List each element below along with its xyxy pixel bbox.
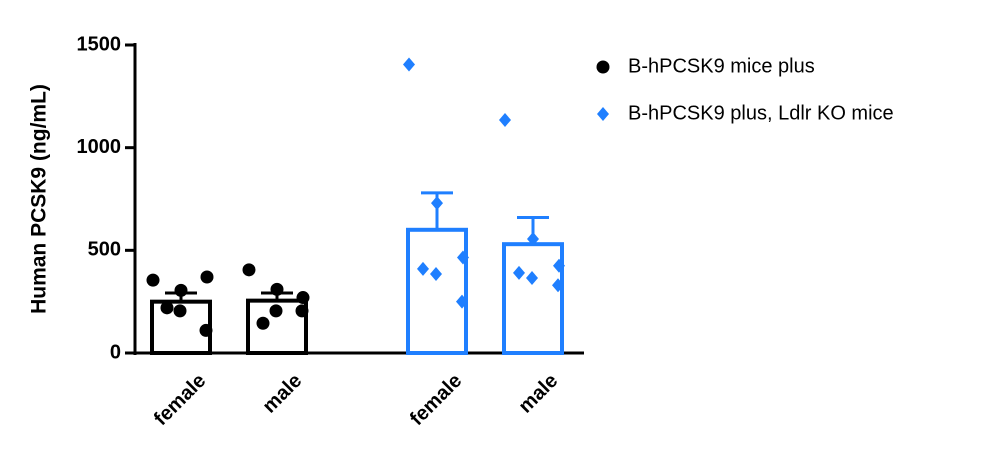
data-point xyxy=(173,304,187,318)
data-point xyxy=(526,271,538,286)
data-point xyxy=(269,304,283,318)
data-point xyxy=(256,316,270,330)
data-point xyxy=(270,282,284,296)
y-axis-label: Human PCSK9 (ng/mL) xyxy=(28,84,51,314)
data-point xyxy=(552,278,564,293)
data-point xyxy=(295,304,309,318)
y-tick-label: 0 xyxy=(110,341,121,363)
x-tick-label: male xyxy=(258,370,306,418)
x-tick-label: male xyxy=(514,370,562,418)
y-tick-label: 1500 xyxy=(77,33,122,55)
data-point xyxy=(553,258,565,273)
data-point xyxy=(146,273,160,287)
legend-marker xyxy=(596,60,610,74)
y-tick-label: 500 xyxy=(88,239,121,261)
bar xyxy=(406,227,468,355)
data-point xyxy=(242,263,256,277)
x-tick-label: female xyxy=(150,370,210,430)
data-point xyxy=(160,301,174,315)
x-tick-label: female xyxy=(406,370,466,430)
data-point xyxy=(403,57,415,72)
data-point xyxy=(527,232,539,247)
legend-label: B-hPCSK9 plus, Ldlr KO mice xyxy=(628,102,894,124)
data-point xyxy=(200,270,214,284)
data-point xyxy=(430,266,442,281)
bar xyxy=(502,242,564,356)
data-point xyxy=(417,261,429,276)
data-point xyxy=(296,291,310,305)
data-point xyxy=(174,283,188,297)
legend-label: B-hPCSK9 mice plus xyxy=(628,55,815,77)
data-point xyxy=(456,294,468,309)
data-point xyxy=(431,196,443,211)
legend-marker xyxy=(597,107,609,121)
y-tick-label: 1000 xyxy=(77,136,122,158)
data-point xyxy=(499,112,511,127)
data-point xyxy=(457,250,469,265)
data-point xyxy=(199,323,213,337)
data-point xyxy=(513,265,525,280)
